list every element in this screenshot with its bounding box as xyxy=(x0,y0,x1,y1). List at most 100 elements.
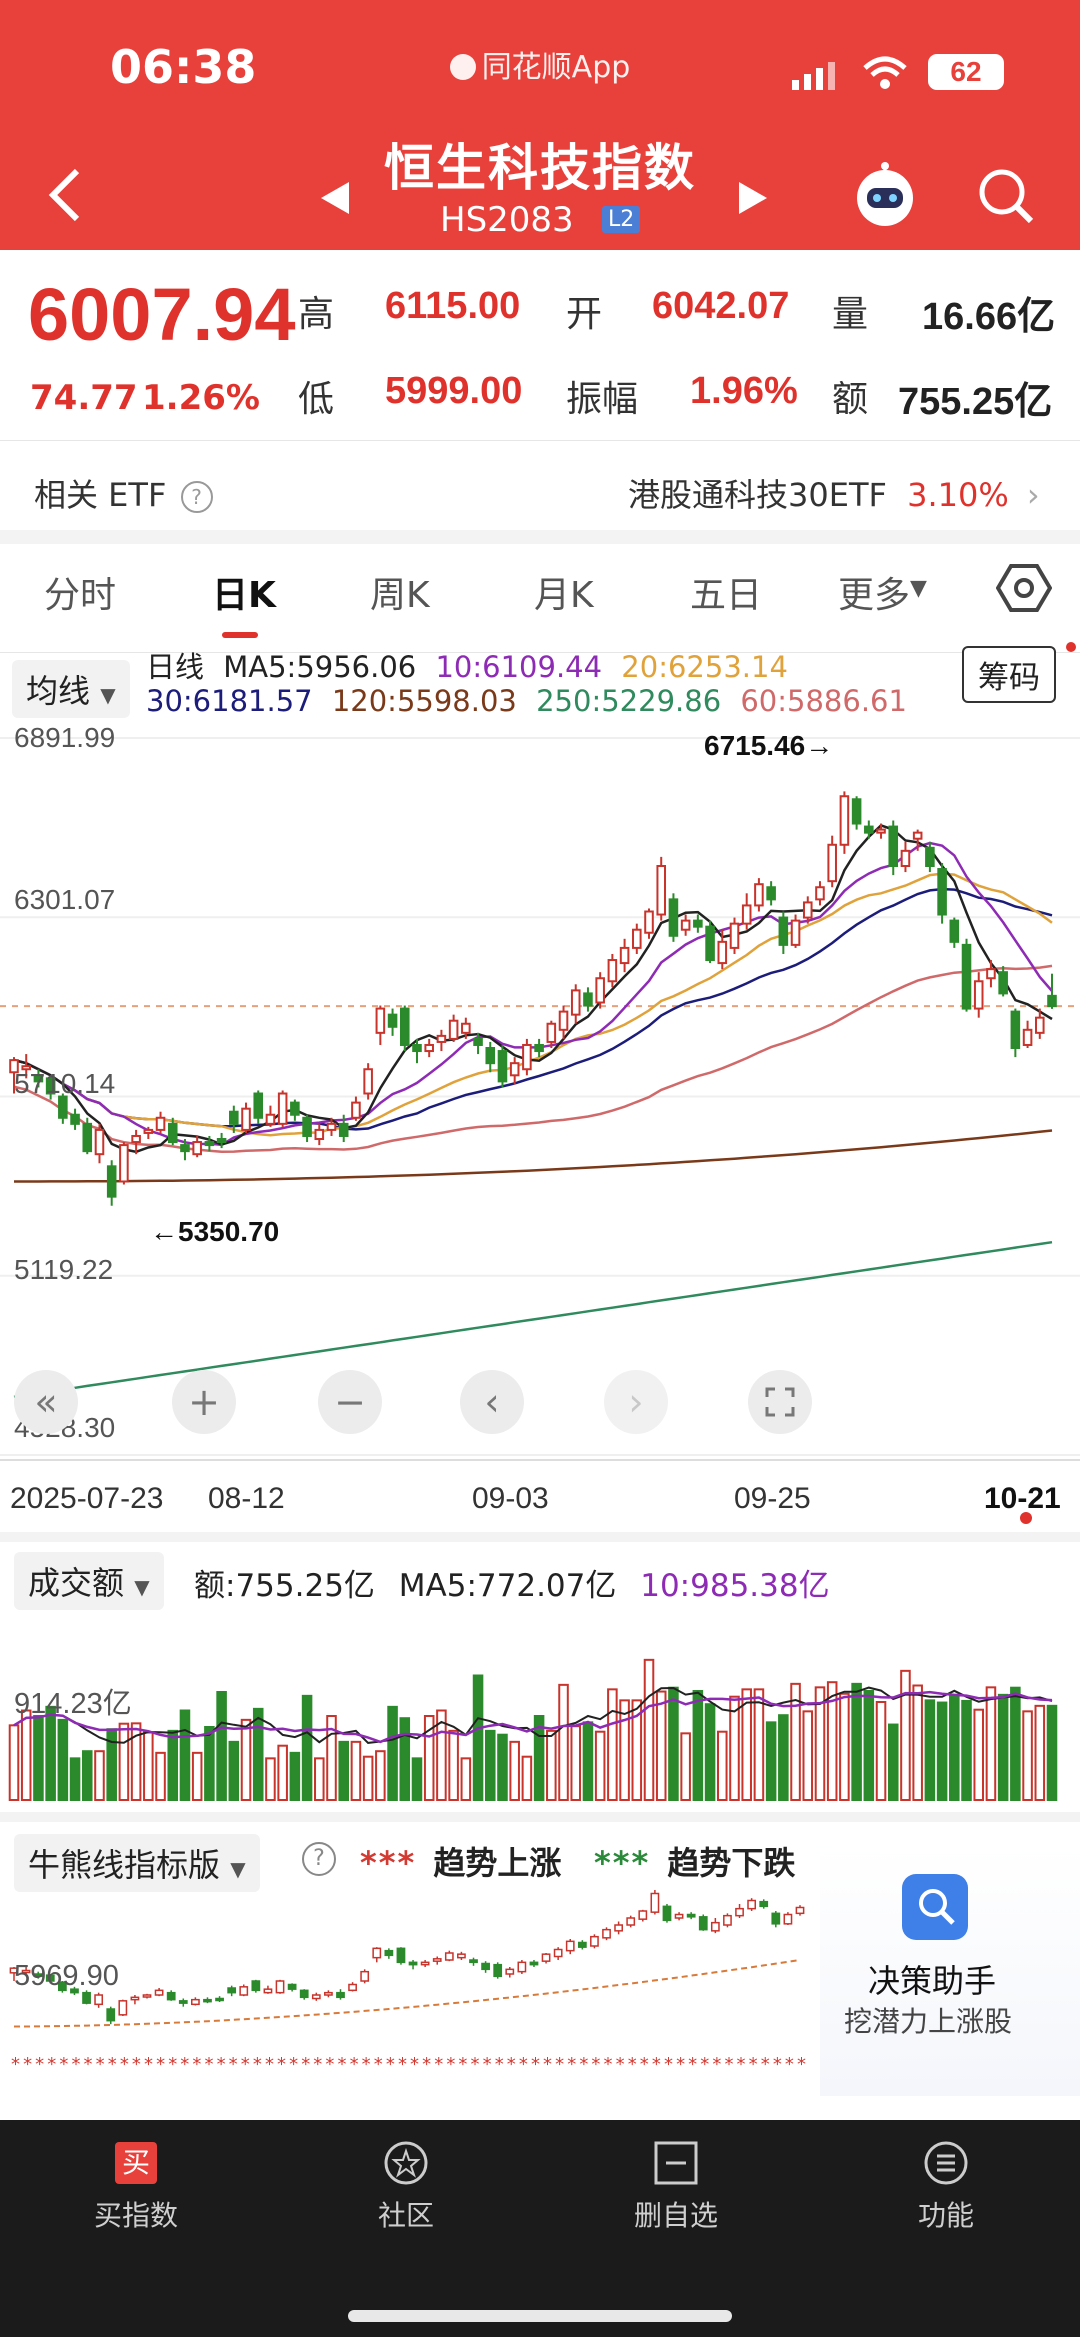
bb-candle-body xyxy=(517,1961,527,1973)
candle-body xyxy=(33,1074,44,1083)
help-icon[interactable]: ? xyxy=(302,1842,336,1876)
nav-functions[interactable]: 功能 xyxy=(866,2140,1026,2234)
volume-bar xyxy=(338,1740,349,1802)
tab-2[interactable]: 周K xyxy=(370,575,430,616)
volume-bar xyxy=(814,1686,826,1801)
candle-body xyxy=(277,1092,288,1125)
candle-body xyxy=(241,1107,251,1131)
bb-trend-dot: * xyxy=(676,2054,685,2075)
nav-buy-index[interactable]: 买 买指数 xyxy=(56,2140,216,2234)
volume-selector[interactable]: 成交额 ▼ xyxy=(14,1552,164,1610)
scroll-left-button[interactable]: ‹ xyxy=(460,1370,524,1434)
prev-stock-button[interactable] xyxy=(310,168,360,228)
bb-trend-dot: * xyxy=(350,2054,359,2075)
volume-bar xyxy=(875,1701,887,1801)
nav-community[interactable]: 社区 xyxy=(326,2140,486,2234)
ma-selector[interactable]: 均线 ▼ xyxy=(12,660,130,718)
volume-bar xyxy=(69,1757,81,1802)
bb-candle-body xyxy=(384,1949,394,1957)
candle-body xyxy=(167,1122,178,1144)
volume-bar xyxy=(228,1740,240,1802)
legend-up: *** 趋势上涨 xyxy=(360,1838,561,1884)
candle-body xyxy=(876,828,886,834)
bb-candle-body xyxy=(263,1988,273,1994)
bull-bear-selector[interactable]: 牛熊线指标版 ▼ xyxy=(14,1834,260,1892)
amplitude-label: 振幅 xyxy=(566,379,639,420)
bb-trend-dot: * xyxy=(652,2054,661,2075)
bb-trend-dot: * xyxy=(458,2054,467,2075)
zoom-in-button[interactable]: + xyxy=(172,1370,236,1434)
volume-chart[interactable] xyxy=(0,1600,1080,1810)
bb-candle-body xyxy=(529,1961,539,1966)
candle-body xyxy=(888,825,899,868)
bull-bear-chart[interactable]: * * * * * * * * * * * * * * * * * * * * * * * * * * * * * * * * * * * * * * * *… xyxy=(0,1880,820,2080)
nav-buy-index-label: 买指数 xyxy=(93,2199,178,2232)
tab-1[interactable]: 日K xyxy=(212,575,276,616)
amount-value: 755.25亿 xyxy=(898,381,1053,423)
etf-link[interactable]: 港股通科技30ETF 3.10% › xyxy=(628,470,1040,516)
bb-candle-body xyxy=(336,1991,345,1999)
ma-type: 日线 xyxy=(146,650,205,684)
bb-candle-body xyxy=(577,1941,587,1948)
bb-trend-dot: * xyxy=(531,2054,540,2075)
help-icon[interactable]: ? xyxy=(180,481,213,513)
volume-bar xyxy=(546,1729,557,1802)
nav-remove-watchlist-label: 删自选 xyxy=(633,2199,718,2232)
search-icon[interactable] xyxy=(968,158,1042,232)
bb-trend-dot: * xyxy=(591,2054,600,2075)
volume-info: 额:755.25亿 MA5:772.07亿 10:985.38亿 xyxy=(194,1560,830,1605)
chips-button-label: 筹码 xyxy=(978,660,1040,696)
volume-bar xyxy=(301,1694,313,1801)
chevron-right-icon: › xyxy=(1026,476,1040,514)
volume-bar xyxy=(423,1715,435,1801)
tab-0[interactable]: 分时 xyxy=(44,575,117,616)
settings-hexagon-icon[interactable] xyxy=(995,560,1053,620)
collapse-left-button[interactable]: « xyxy=(14,1370,78,1434)
bb-trend-dot: * xyxy=(724,2054,733,2075)
caret-down-icon: ▼ xyxy=(100,683,116,707)
bb-trend-dot: * xyxy=(337,2054,346,2075)
bb-candle-body xyxy=(130,1996,140,2001)
volume-bar xyxy=(863,1690,875,1801)
tab-5[interactable]: 更多 xyxy=(838,575,911,616)
decision-assistant-card[interactable]: 决策助手 挖潜力上涨股 xyxy=(820,1846,1080,2096)
volume-bar xyxy=(362,1755,374,1801)
bb-candle-body xyxy=(215,1997,224,2002)
tab-4[interactable]: 五日 xyxy=(690,575,763,616)
volume-bar xyxy=(460,1757,472,1802)
fullscreen-icon[interactable] xyxy=(748,1370,812,1434)
robot-assistant-icon[interactable] xyxy=(848,158,922,232)
kline-chart[interactable] xyxy=(0,720,1080,1480)
back-button[interactable] xyxy=(30,160,100,230)
candle-body xyxy=(106,1165,117,1198)
nav-functions-label: 功能 xyxy=(917,2199,974,2232)
bb-trend-dot: * xyxy=(59,2054,68,2075)
bb-trend-dot: * xyxy=(483,2054,492,2075)
bb-candle-body xyxy=(650,1892,660,1913)
ma-line-2: 30:6181.57 120:5598.03 250:5229.86 60:58… xyxy=(146,684,907,718)
volume-bar xyxy=(472,1674,484,1801)
volume-bar xyxy=(924,1699,936,1801)
volume-bar xyxy=(802,1710,814,1801)
bb-trend-dot: * xyxy=(265,2054,274,2075)
candle-body xyxy=(546,1022,557,1043)
next-stock-button[interactable] xyxy=(728,168,778,228)
volume-bar xyxy=(143,1731,154,1801)
bb-trend-dot: * xyxy=(507,2054,516,2075)
nav-remove-watchlist[interactable]: 删自选 xyxy=(596,2140,756,2234)
zoom-out-button[interactable]: − xyxy=(318,1370,382,1434)
tab-3[interactable]: 月K xyxy=(534,575,594,616)
home-indicator xyxy=(348,2310,732,2322)
bb-candle-body xyxy=(674,1913,684,1919)
bb-candle-body xyxy=(590,1935,599,1947)
chips-button[interactable]: 筹码 xyxy=(962,646,1056,703)
bb-trend-dot: * xyxy=(712,2054,721,2075)
current-price: 6007.94 xyxy=(28,273,296,356)
bb-candle-body xyxy=(142,1994,152,1998)
candle-body xyxy=(668,898,679,937)
bb-candle-body xyxy=(203,1998,212,2003)
candle-body xyxy=(570,989,581,1016)
scroll-right-button[interactable]: › xyxy=(604,1370,668,1434)
price-change-pct: 1.26% xyxy=(142,378,260,418)
volume-bar xyxy=(607,1688,618,1801)
